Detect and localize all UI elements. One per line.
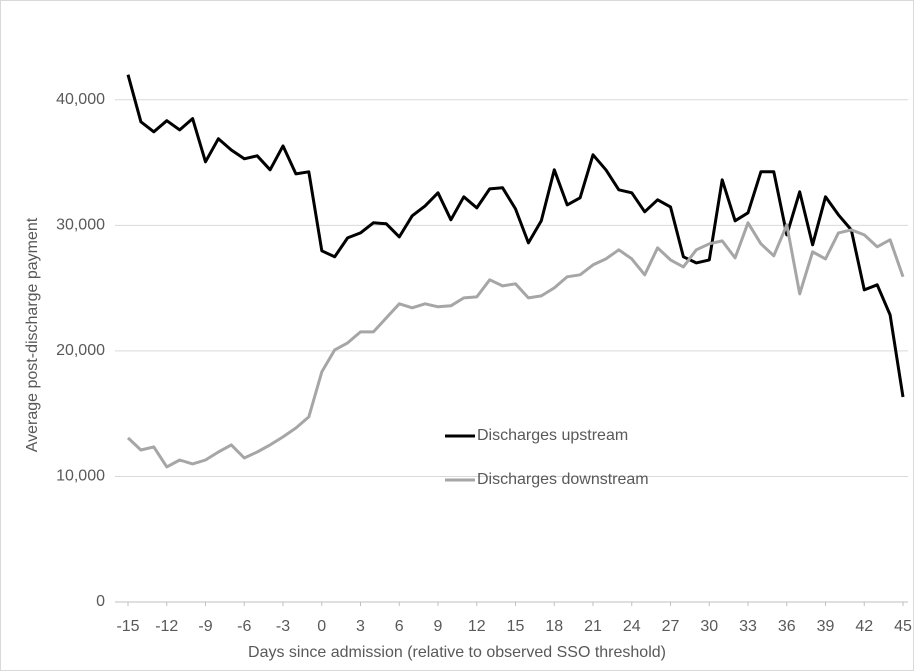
y-axis-title: Average post-discharge payment — [24, 217, 41, 452]
x-tick-label: 42 — [855, 618, 873, 635]
x-tick-label: -12 — [155, 618, 178, 635]
x-tick-label: 45 — [894, 618, 912, 635]
x-tick-label: 15 — [507, 618, 525, 635]
x-tick-label: 0 — [317, 618, 326, 635]
y-tick-label: 20,000 — [56, 342, 105, 359]
x-tick-label: -9 — [198, 618, 212, 635]
x-axis-title: Days since admission (relative to observ… — [248, 644, 666, 661]
legend-label: Discharges upstream — [477, 427, 628, 444]
x-tick-label: -3 — [276, 618, 290, 635]
x-tick-label: 24 — [623, 618, 641, 635]
series-line — [126, 221, 905, 469]
series-line — [126, 74, 905, 398]
legend-label: Discharges downstream — [477, 471, 649, 488]
y-tick-label: 30,000 — [56, 217, 105, 234]
y-tick-label: 0 — [96, 593, 105, 610]
x-tick-label: 6 — [395, 618, 404, 635]
x-tick-label: 39 — [817, 618, 835, 635]
x-tick-label: 18 — [545, 618, 563, 635]
x-tick-label: 12 — [468, 618, 486, 635]
x-tick-label: 27 — [662, 618, 680, 635]
x-tick-label: 33 — [739, 618, 757, 635]
x-tick-label: -15 — [116, 618, 139, 635]
x-tick-label: -6 — [237, 618, 251, 635]
x-tick-label: 36 — [778, 618, 796, 635]
y-tick-label: 40,000 — [56, 91, 105, 108]
x-tick-label: 9 — [434, 618, 443, 635]
x-tick-label: 21 — [584, 618, 602, 635]
y-tick-label: 10,000 — [56, 468, 105, 485]
x-tick-label: 30 — [700, 618, 718, 635]
x-tick-label: 3 — [356, 618, 365, 635]
